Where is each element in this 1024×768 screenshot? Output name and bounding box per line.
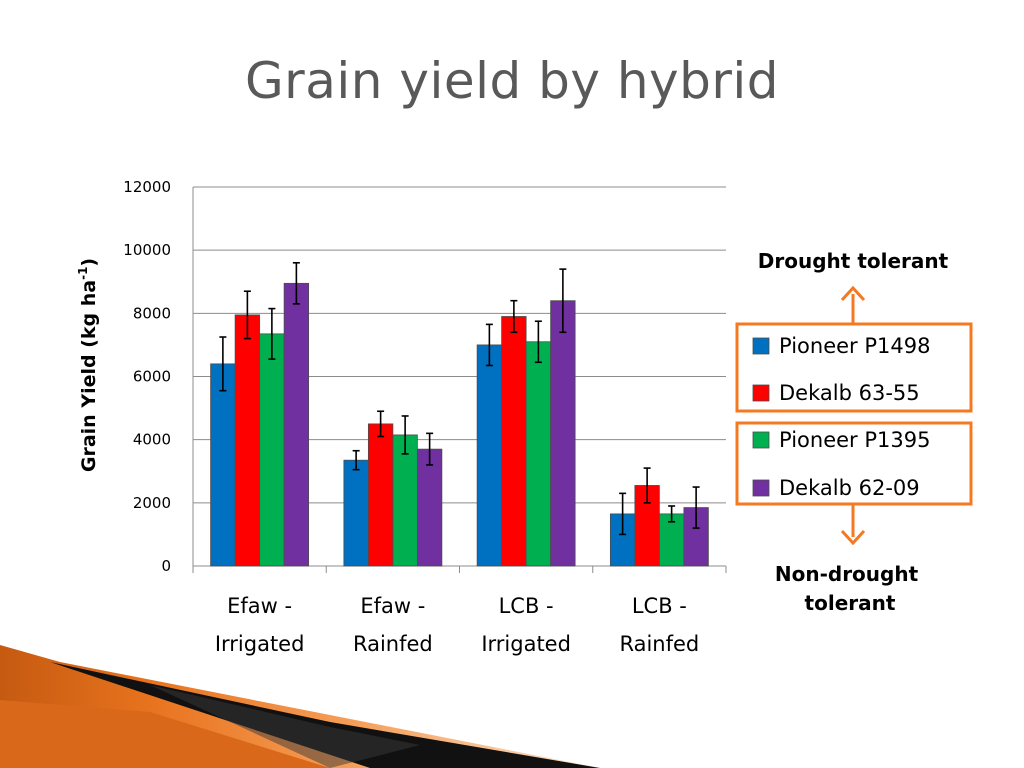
legend-label: Dekalb 62-09 [779,476,920,500]
legend: Pioneer P1498 Dekalb 63-55 Pioneer P1395 De… [735,322,973,506]
x-tick-label: Efaw - [360,594,425,618]
legend-label: Pioneer P1395 [779,428,930,452]
bar [501,316,527,567]
y-tick-label: 2000 [133,494,171,512]
bar [416,448,443,567]
y-tick-label: 8000 [133,304,171,322]
x-tick-label: LCB - [632,594,687,618]
legend-label: Dekalb 63-55 [779,381,920,405]
y-tick-label: 4000 [133,431,171,449]
drought-tolerant-label: Drought tolerant [758,249,949,273]
y-tick-label: 0 [161,557,171,575]
decorative-swoosh [0,645,600,768]
bar [343,459,369,567]
y-tick-label: 12000 [123,178,171,196]
legend-box-non-drought-tolerant [735,421,973,506]
bar [550,300,576,567]
legend-swatch [752,479,770,497]
non-drought-label-line1: Non-drought [775,562,919,586]
legend-label: Pioneer P1498 [779,334,930,358]
bar [234,314,261,567]
x-tick-label: Irrigated [215,632,305,656]
bar [259,333,285,567]
bar [367,423,394,567]
y-tick-label: 10000 [123,241,171,259]
x-tick-label: Rainfed [619,632,699,656]
bar [476,344,503,567]
bar [283,282,310,567]
legend-swatch [752,384,770,402]
non-drought-tolerant-label: Non-drought tolerant [775,562,925,615]
x-tick-label: Irrigated [481,632,571,656]
y-tick-label: 6000 [133,368,171,386]
y-axis-label: Grain Yield (kg ha-1) [76,258,100,472]
down-arrow-icon [840,505,866,546]
x-tick-label: Rainfed [353,632,433,656]
non-drought-label-line2: tolerant [805,591,896,615]
legend-box-drought-tolerant [735,322,973,413]
slide-title: Grain yield by hybrid [244,52,780,110]
bar [525,341,552,567]
x-tick-label: Efaw - [227,594,292,618]
bar [210,363,236,567]
y-axis-label-sup: -1 [76,267,90,280]
legend-swatch [752,337,770,355]
up-arrow-icon [840,285,866,323]
legend-swatch [752,431,770,449]
x-tick-label: LCB - [499,594,554,618]
